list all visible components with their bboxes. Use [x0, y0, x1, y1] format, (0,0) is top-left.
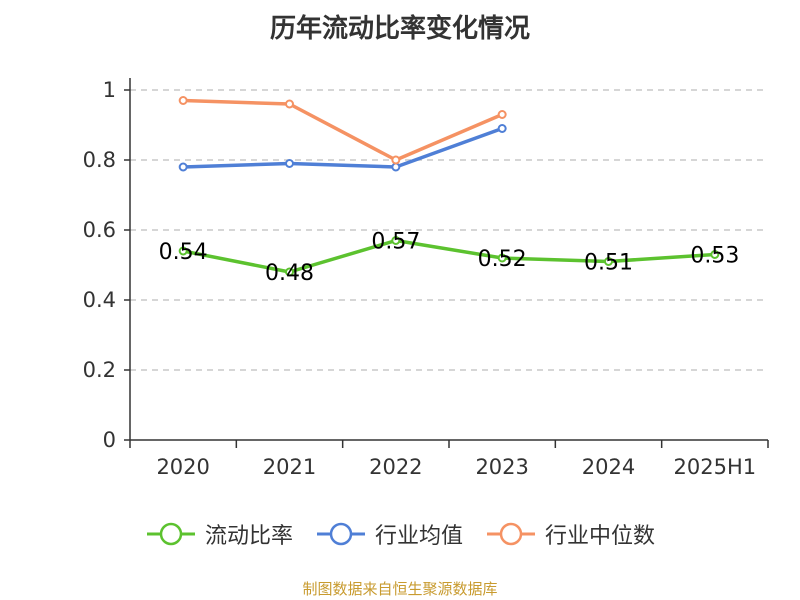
y-tick-label: 0.6	[83, 218, 116, 242]
legend: 流动比率 行业均值 行业中位数	[0, 518, 800, 550]
data-point	[285, 159, 294, 168]
series-line-2	[183, 98, 503, 162]
data-point	[391, 155, 401, 165]
data-point	[285, 99, 294, 109]
x-tick-label: 2020	[156, 455, 209, 479]
legend-line-circle-icon	[316, 522, 365, 546]
data-point	[497, 110, 507, 119]
legend-item-1[interactable]: 行业均值	[315, 518, 463, 550]
data-point	[497, 253, 507, 263]
data-point	[710, 250, 720, 259]
legend-line-circle-icon	[487, 522, 535, 546]
legend-item-2[interactable]: 行业中位数	[485, 518, 655, 550]
data-label: 0.51	[584, 251, 633, 276]
data-labels: 0.54 0.48 0.57 0.52 0.51 0.53	[159, 230, 740, 287]
y-tick-label: 1	[103, 78, 116, 102]
legend-label: 行业中位数	[545, 524, 656, 549]
legend-line-circle-icon	[146, 522, 195, 546]
data-label: 0.57	[371, 230, 420, 255]
legend-item-0[interactable]: 流动比率	[145, 518, 293, 550]
data-label: 0.53	[690, 244, 739, 269]
x-tick-label: 2021	[263, 455, 316, 479]
data-point	[285, 267, 294, 277]
axes: 0 0.2 0.4 0.6 0.8 1 2020 2021 2022 2023 2024 2025H1	[83, 78, 769, 479]
series-line-1	[183, 126, 503, 169]
data-label: 0.48	[265, 261, 314, 286]
y-tick-label: 0.4	[83, 288, 116, 312]
series-lines	[178, 96, 720, 277]
legend-label: 行业均值	[374, 524, 463, 549]
legend-label: 流动比率	[204, 524, 293, 549]
data-point	[178, 162, 188, 172]
data-label: 0.54	[159, 240, 208, 265]
series-line-0	[182, 238, 715, 274]
chart-title: 历年流动比率变化情况	[269, 14, 530, 44]
x-tick-label: 2023	[475, 455, 528, 479]
x-tick-label: 2022	[369, 455, 422, 479]
y-tick-label: 0.8	[83, 148, 116, 172]
data-label: 0.52	[478, 247, 527, 272]
x-tick-label: 2024	[582, 455, 635, 479]
grid-lines	[130, 89, 768, 371]
x-tick-label: 2025H1	[674, 455, 757, 479]
data-point	[497, 124, 507, 133]
data-point	[391, 236, 401, 245]
source-note: 制图数据来自恒生聚源数据库	[302, 580, 498, 598]
data-point	[178, 96, 188, 105]
data-point	[604, 257, 613, 266]
data-point	[391, 162, 401, 172]
y-tick-label: 0	[103, 428, 116, 452]
y-tick-label: 0.2	[83, 358, 116, 382]
data-point	[178, 246, 188, 256]
